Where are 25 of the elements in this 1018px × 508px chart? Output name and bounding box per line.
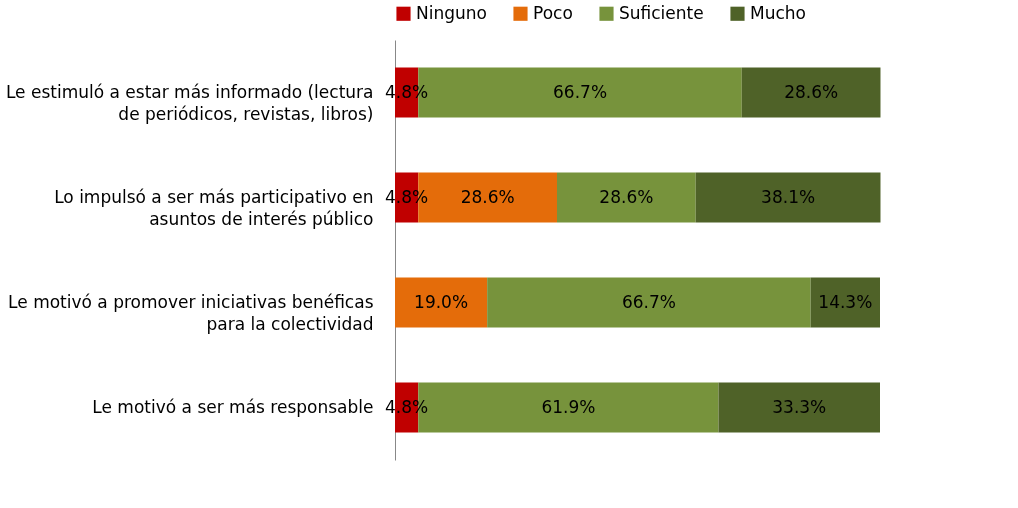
data-label: 38.1% bbox=[761, 186, 816, 207]
bar bbox=[695, 172, 881, 223]
data-label: 33.3% bbox=[772, 396, 827, 417]
data-label: 66.7% bbox=[621, 291, 676, 312]
y-tick-label: Lo impulsó a ser más participativo en asuntos de interés público bbox=[54, 186, 374, 229]
bar bbox=[810, 277, 880, 328]
legend-label: Ninguno bbox=[416, 2, 487, 23]
bar bbox=[487, 277, 811, 328]
legend-label: Suficiente bbox=[619, 2, 704, 23]
data-label: 19.0% bbox=[414, 291, 469, 312]
data-label: 28.6% bbox=[599, 186, 654, 207]
data-label: 14.3% bbox=[818, 291, 873, 312]
y-tick-label: Le motivó a ser más responsable bbox=[92, 396, 374, 417]
bar bbox=[395, 277, 488, 328]
data-label: 66.7% bbox=[553, 81, 608, 102]
legend-label: Poco bbox=[533, 2, 573, 23]
data-label: 61.9% bbox=[541, 396, 596, 417]
data-label: 28.6% bbox=[784, 81, 839, 102]
legend-label: Mucho bbox=[750, 2, 806, 23]
y-tick-label: Le estimuló a estar más informado (lectura de periódicos, revistas, libros) bbox=[5, 81, 374, 124]
bar bbox=[718, 382, 880, 433]
bar bbox=[556, 172, 696, 223]
data-label: 28.6% bbox=[460, 186, 515, 207]
bar bbox=[741, 67, 881, 118]
y-tick-label: Le motivó a promover iniciativas benéficas para la colectividad bbox=[8, 291, 374, 334]
